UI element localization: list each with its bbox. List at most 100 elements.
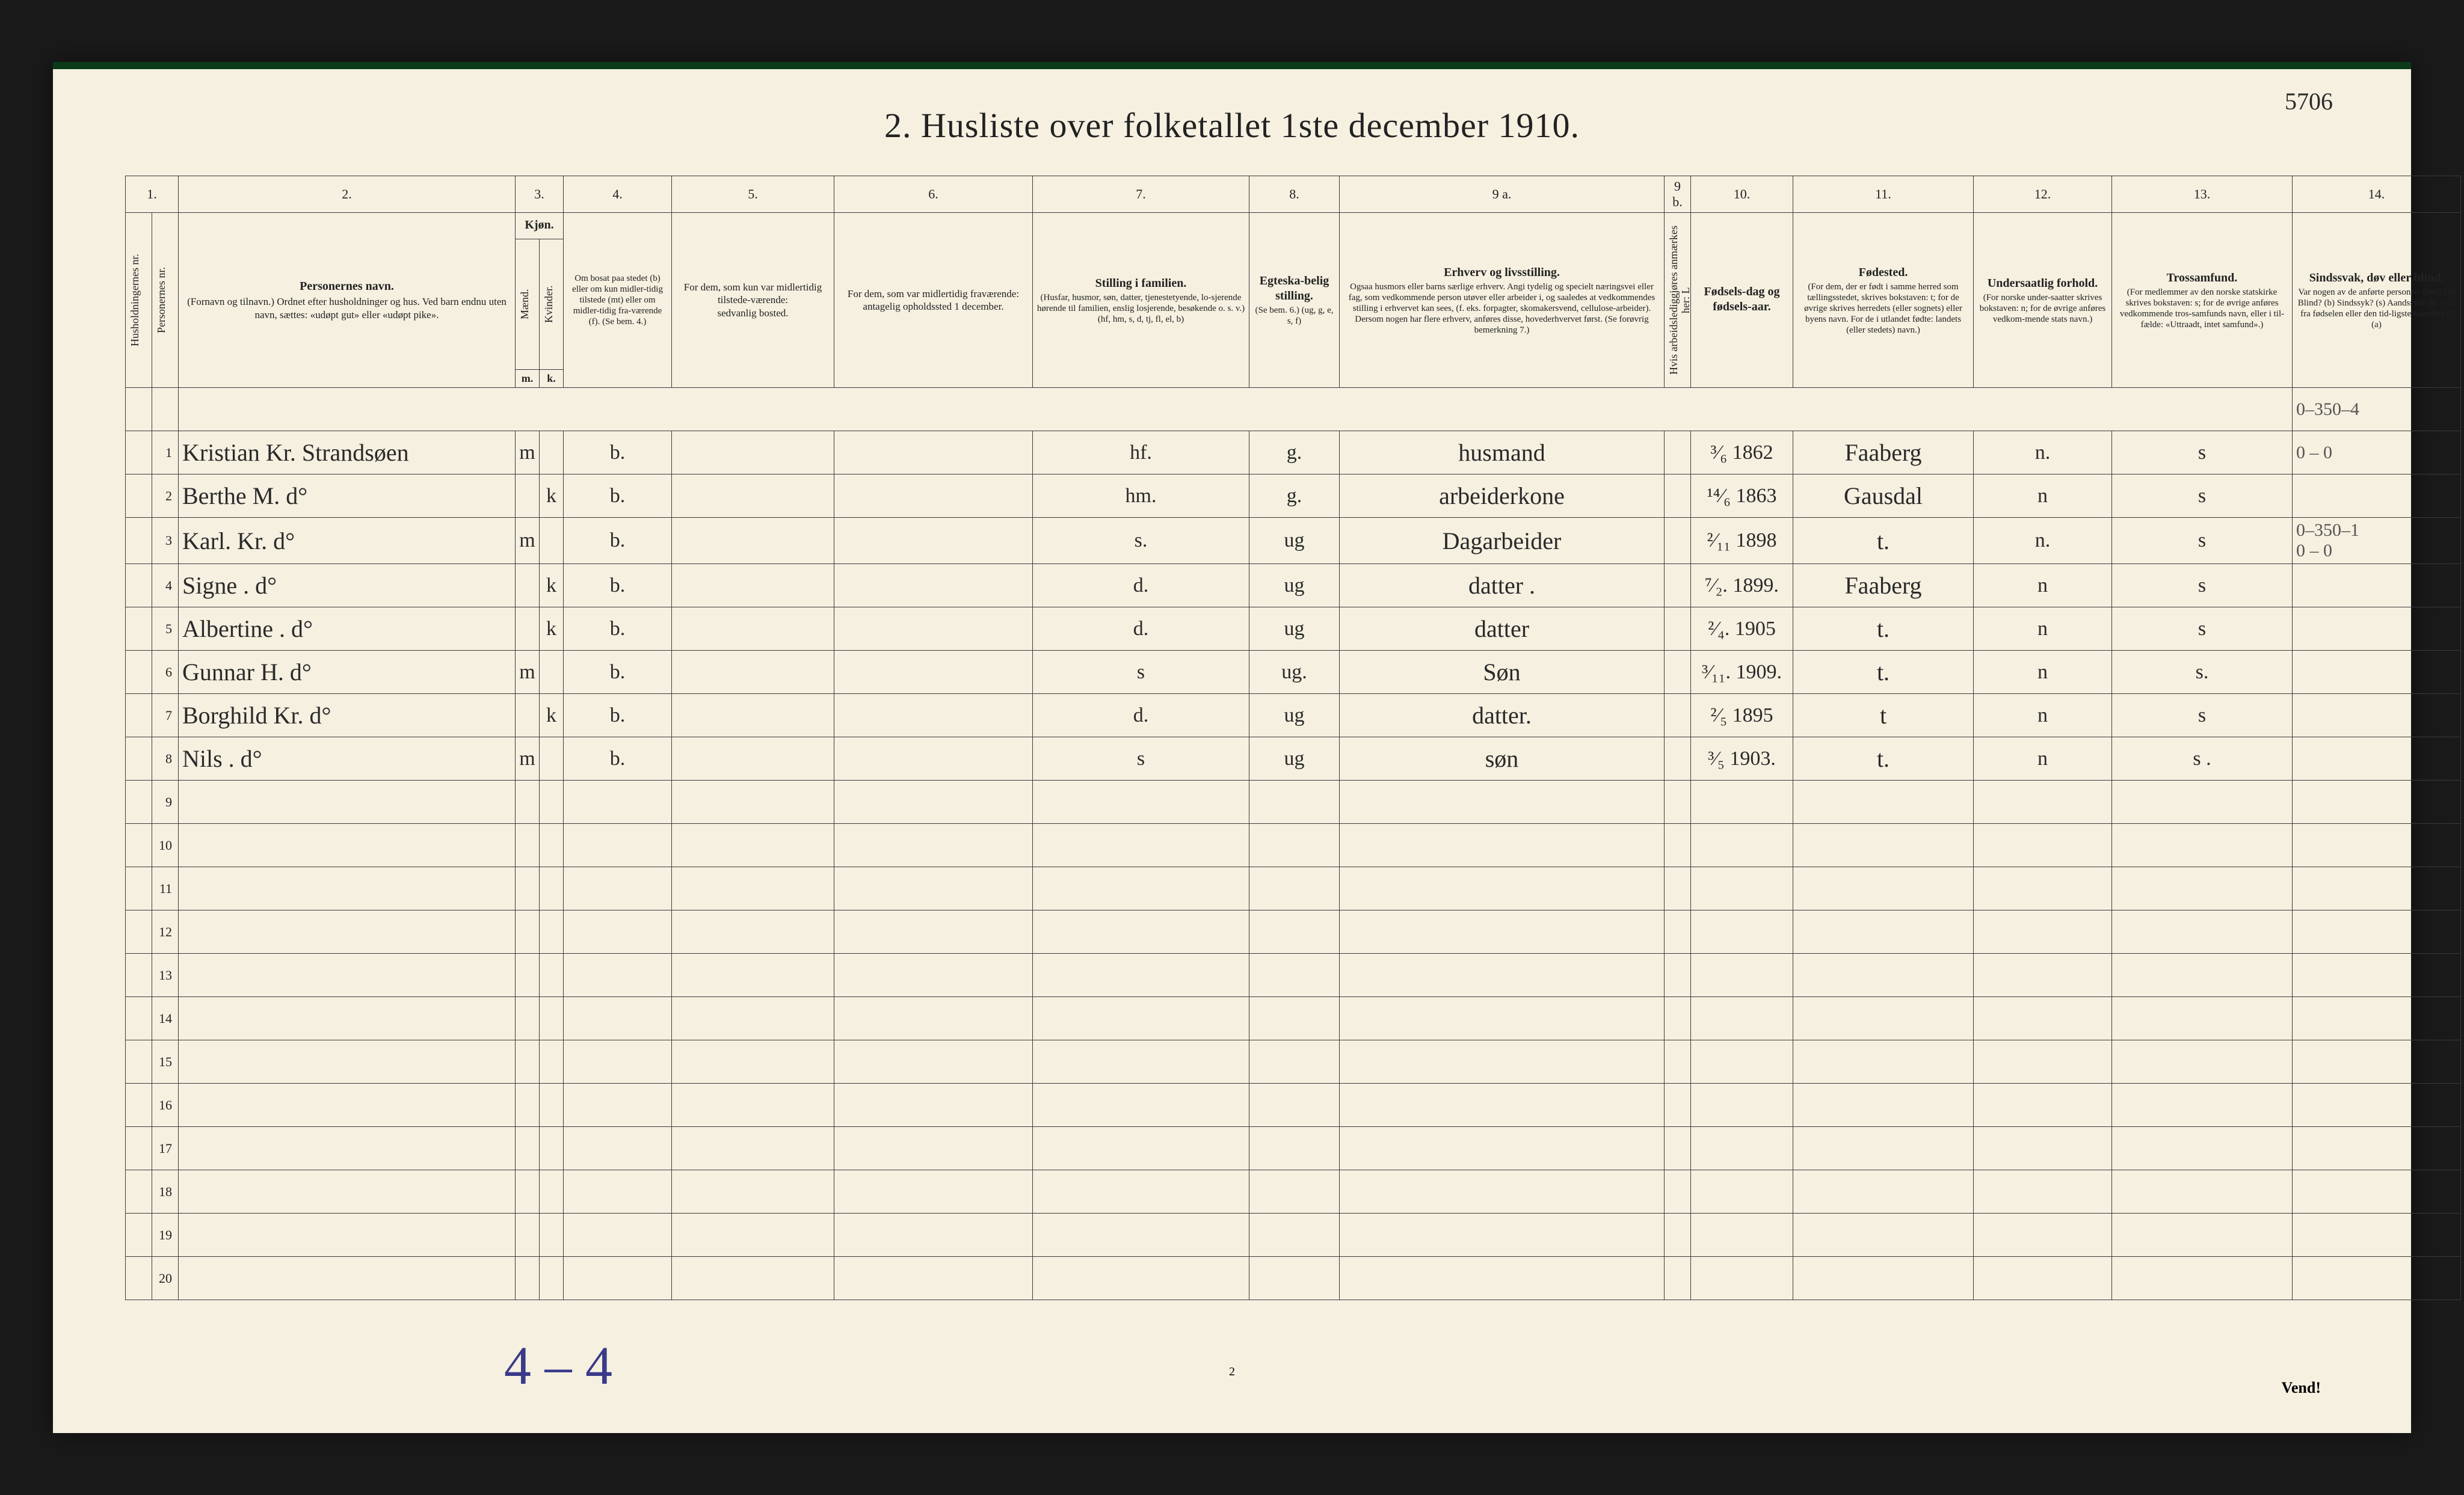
c7-cell: hf. bbox=[1033, 431, 1249, 474]
table-row: 3Karl. Kr. d°mb.s.ugDagarbeider²⁄₁₁ 1898… bbox=[126, 518, 2461, 564]
header-c10-title: Fødsels-dag og fødsels-aar. bbox=[1695, 284, 1789, 315]
c4-cell bbox=[564, 867, 672, 910]
hh-nr-cell bbox=[126, 518, 152, 564]
c9b-cell bbox=[1665, 997, 1691, 1040]
census-page: 5706 2. Husliste over folketallet 1ste d… bbox=[53, 62, 2411, 1433]
c10-cell bbox=[1691, 997, 1793, 1040]
c8-cell: ug bbox=[1249, 564, 1340, 607]
c7-cell bbox=[1033, 1084, 1249, 1127]
table-row: 6Gunnar H. d°mb.sug.Søn³⁄₁₁. 1909.t.ns. bbox=[126, 651, 2461, 694]
c5-cell bbox=[672, 1127, 834, 1170]
c13-cell bbox=[2112, 954, 2293, 997]
c13-cell: s bbox=[2112, 564, 2293, 607]
hh-nr-cell bbox=[126, 910, 152, 954]
c5-cell bbox=[672, 737, 834, 781]
c9-cell bbox=[1340, 997, 1665, 1040]
table-row: 14 bbox=[126, 997, 2461, 1040]
header-hh-nr: Husholdningernes nr. bbox=[126, 213, 152, 388]
c4-cell bbox=[564, 1084, 672, 1127]
c9b-cell bbox=[1665, 1127, 1691, 1170]
pers-nr-cell: 1 bbox=[152, 431, 179, 474]
c10-cell: ⁷⁄₂. 1899. bbox=[1691, 564, 1793, 607]
table-row: 15 bbox=[126, 1040, 2461, 1084]
table-row: 19 bbox=[126, 1214, 2461, 1257]
c11-cell bbox=[1793, 1257, 1974, 1300]
c13-cell bbox=[2112, 824, 2293, 867]
name-cell bbox=[179, 824, 516, 867]
c9-cell bbox=[1340, 1257, 1665, 1300]
c12-cell bbox=[1974, 1040, 2112, 1084]
c11-cell: t. bbox=[1793, 737, 1974, 781]
c11-cell: Faaberg bbox=[1793, 431, 1974, 474]
header-c7-sub: (Husfar, husmor, søn, datter, tjenestety… bbox=[1036, 292, 1245, 325]
c9-cell: Søn bbox=[1340, 651, 1665, 694]
header-c9a: Erhverv og livsstilling. Ogsaa husmors e… bbox=[1340, 213, 1665, 388]
c9-cell: datter . bbox=[1340, 564, 1665, 607]
c14-cell bbox=[2293, 651, 2461, 694]
c9b-cell bbox=[1665, 694, 1691, 737]
c14-cell bbox=[2293, 694, 2461, 737]
c6-cell bbox=[834, 564, 1033, 607]
c11-cell bbox=[1793, 824, 1974, 867]
sex-k-cell bbox=[540, 1170, 564, 1214]
c4-cell bbox=[564, 1214, 672, 1257]
col-num-2: 2. bbox=[179, 176, 516, 213]
c9-cell: søn bbox=[1340, 737, 1665, 781]
pers-nr-cell: 15 bbox=[152, 1040, 179, 1084]
sex-k-cell bbox=[540, 824, 564, 867]
c4-cell bbox=[564, 1170, 672, 1214]
c9b-cell bbox=[1665, 518, 1691, 564]
c14-cell bbox=[2293, 910, 2461, 954]
name-cell bbox=[179, 910, 516, 954]
table-row: 16 bbox=[126, 1084, 2461, 1127]
c13-cell: s bbox=[2112, 518, 2293, 564]
c5-cell bbox=[672, 781, 834, 824]
col-num-12: 12. bbox=[1974, 176, 2112, 213]
col-num-14: 14. bbox=[2293, 176, 2461, 213]
c5-cell bbox=[672, 1214, 834, 1257]
c9-cell bbox=[1340, 867, 1665, 910]
c8-cell bbox=[1249, 910, 1340, 954]
c14-cell bbox=[2293, 824, 2461, 867]
c11-cell: t. bbox=[1793, 607, 1974, 651]
c12-cell bbox=[1974, 1084, 2112, 1127]
header-c8-sub: (Se bem. 6.) (ug, g, e, s, f) bbox=[1253, 305, 1335, 327]
name-cell bbox=[179, 1084, 516, 1127]
table-head: 1. 2. 3. 4. 5. 6. 7. 8. 9 a. 9 b. 10. 11… bbox=[126, 176, 2461, 388]
c9-cell: datter. bbox=[1340, 694, 1665, 737]
hh-nr-cell bbox=[126, 824, 152, 867]
c14-cell bbox=[2293, 1040, 2461, 1084]
c5-cell bbox=[672, 474, 834, 518]
c6-cell bbox=[834, 518, 1033, 564]
name-cell bbox=[179, 1257, 516, 1300]
c9b-cell bbox=[1665, 954, 1691, 997]
hh-nr-cell bbox=[126, 607, 152, 651]
sex-k-cell bbox=[540, 997, 564, 1040]
c9-cell bbox=[1340, 1040, 1665, 1084]
hh-nr-cell bbox=[126, 651, 152, 694]
sex-m-cell bbox=[516, 607, 540, 651]
pers-nr-cell: 3 bbox=[152, 518, 179, 564]
c11-cell: t. bbox=[1793, 518, 1974, 564]
table-row: 11 bbox=[126, 867, 2461, 910]
c14-cell bbox=[2293, 781, 2461, 824]
sex-k-cell bbox=[540, 781, 564, 824]
c11-cell bbox=[1793, 1084, 1974, 1127]
header-c14-title: Sindssvak, døv eller blind. bbox=[2296, 271, 2457, 286]
c6-cell bbox=[834, 1127, 1033, 1170]
sex-m-cell bbox=[516, 1127, 540, 1170]
header-c6-text: For dem, som var midlertidig fraværende: bbox=[838, 287, 1029, 300]
c9b-cell bbox=[1665, 607, 1691, 651]
c5-cell bbox=[672, 431, 834, 474]
sex-k-cell: k bbox=[540, 474, 564, 518]
header-c9b-text: Hvis arbeidslediggjøres anmærkes her: L bbox=[1668, 222, 1692, 378]
c9b-cell bbox=[1665, 564, 1691, 607]
c12-cell bbox=[1974, 954, 2112, 997]
name-cell: Albertine . d° bbox=[179, 607, 516, 651]
sex-k-cell: k bbox=[540, 607, 564, 651]
c6-cell bbox=[834, 954, 1033, 997]
table-row: 10 bbox=[126, 824, 2461, 867]
name-cell: Borghild Kr. d° bbox=[179, 694, 516, 737]
c9b-cell bbox=[1665, 824, 1691, 867]
header-c9a-sub: Ogsaa husmors eller barns særlige erhver… bbox=[1343, 281, 1660, 336]
